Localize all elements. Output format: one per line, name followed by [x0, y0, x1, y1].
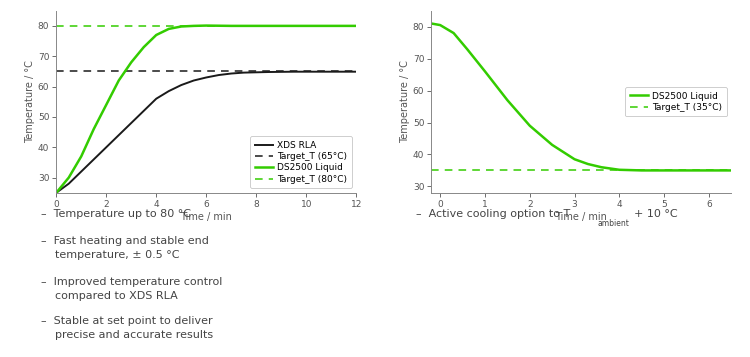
- Y-axis label: Temperature / °C: Temperature / °C: [400, 60, 410, 143]
- Text: + 10 °C: + 10 °C: [634, 209, 677, 219]
- Text: precise and accurate results: precise and accurate results: [41, 330, 213, 340]
- Text: temperature, ± 0.5 °C: temperature, ± 0.5 °C: [41, 250, 180, 260]
- X-axis label: Time / min: Time / min: [180, 211, 232, 221]
- Text: –  Improved temperature control: – Improved temperature control: [41, 277, 223, 287]
- Text: ambient: ambient: [598, 219, 630, 228]
- Text: compared to XDS RLA: compared to XDS RLA: [41, 291, 178, 301]
- Y-axis label: Temperature / °C: Temperature / °C: [25, 60, 35, 143]
- Text: –  Stable at set point to deliver: – Stable at set point to deliver: [41, 316, 213, 326]
- Text: –  Fast heating and stable end: – Fast heating and stable end: [41, 236, 209, 246]
- Legend: DS2500 Liquid, Target_T (35°C): DS2500 Liquid, Target_T (35°C): [626, 87, 727, 116]
- Text: –  Temperature up to 80 °C: – Temperature up to 80 °C: [41, 209, 191, 219]
- Text: –  Active cooling option to T: – Active cooling option to T: [416, 209, 571, 219]
- X-axis label: Time / min: Time / min: [555, 211, 608, 221]
- Legend: XDS RLA, Target_T (65°C), DS2500 Liquid, Target_T (80°C): XDS RLA, Target_T (65°C), DS2500 Liquid,…: [251, 136, 352, 188]
